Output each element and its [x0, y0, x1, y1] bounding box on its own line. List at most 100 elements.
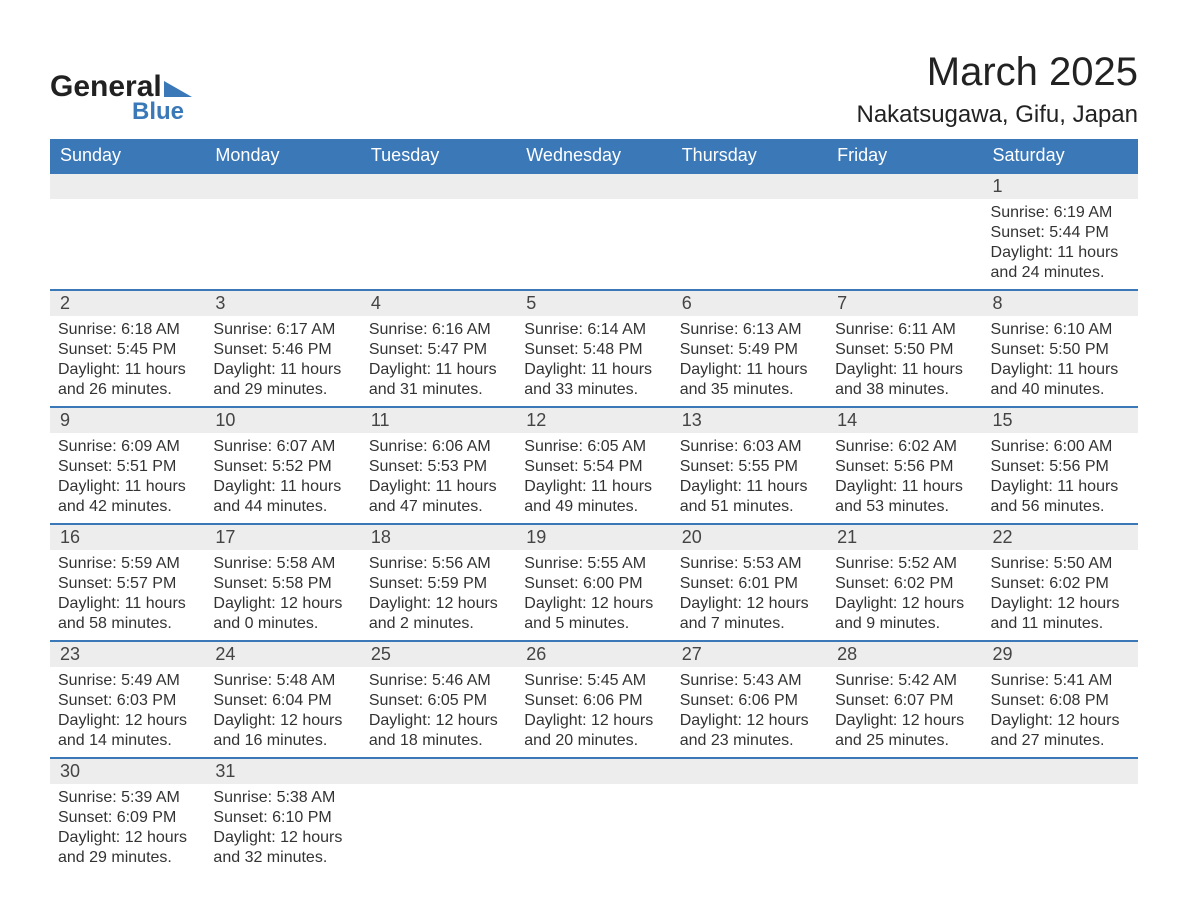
day-details: Sunrise: 5:59 AMSunset: 5:57 PMDaylight:… [50, 550, 205, 641]
day-details-row: Sunrise: 6:09 AMSunset: 5:51 PMDaylight:… [50, 433, 1138, 524]
day-number: 2 [50, 290, 205, 316]
empty-cell [361, 199, 516, 290]
day-number-row: 16171819202122 [50, 524, 1138, 550]
day-details: Sunrise: 5:56 AMSunset: 5:59 PMDaylight:… [361, 550, 516, 641]
day-number: 11 [361, 407, 516, 433]
day-details: Sunrise: 5:50 AMSunset: 6:02 PMDaylight:… [983, 550, 1138, 641]
weekday-header: Thursday [672, 139, 827, 173]
day-number: 7 [827, 290, 982, 316]
day-number: 6 [672, 290, 827, 316]
weekday-header: Friday [827, 139, 982, 173]
day-details: Sunrise: 6:19 AMSunset: 5:44 PMDaylight:… [983, 199, 1138, 290]
day-number-row: 3031 [50, 758, 1138, 784]
day-number: 23 [50, 641, 205, 667]
weekday-header: Tuesday [361, 139, 516, 173]
empty-cell [827, 784, 982, 874]
day-number-row: 2345678 [50, 290, 1138, 316]
day-details: Sunrise: 5:41 AMSunset: 6:08 PMDaylight:… [983, 667, 1138, 758]
day-number: 24 [205, 641, 360, 667]
day-number: 13 [672, 407, 827, 433]
day-number-row: 9101112131415 [50, 407, 1138, 433]
day-number: 20 [672, 524, 827, 550]
empty-cell [361, 784, 516, 874]
day-number: 27 [672, 641, 827, 667]
weekday-header: Saturday [983, 139, 1138, 173]
day-number: 4 [361, 290, 516, 316]
empty-cell [205, 199, 360, 290]
day-details: Sunrise: 6:18 AMSunset: 5:45 PMDaylight:… [50, 316, 205, 407]
day-details-row: Sunrise: 5:39 AMSunset: 6:09 PMDaylight:… [50, 784, 1138, 874]
day-details-row: Sunrise: 6:19 AMSunset: 5:44 PMDaylight:… [50, 199, 1138, 290]
empty-cell [827, 199, 982, 290]
day-number: 29 [983, 641, 1138, 667]
day-number: 15 [983, 407, 1138, 433]
day-number: 22 [983, 524, 1138, 550]
empty-cell [205, 173, 360, 199]
location: Nakatsugawa, Gifu, Japan [857, 101, 1139, 129]
day-details: Sunrise: 6:06 AMSunset: 5:53 PMDaylight:… [361, 433, 516, 524]
empty-cell [50, 173, 205, 199]
day-number: 10 [205, 407, 360, 433]
day-details: Sunrise: 6:00 AMSunset: 5:56 PMDaylight:… [983, 433, 1138, 524]
day-number: 16 [50, 524, 205, 550]
day-details: Sunrise: 5:49 AMSunset: 6:03 PMDaylight:… [50, 667, 205, 758]
empty-cell [361, 173, 516, 199]
day-details-row: Sunrise: 5:49 AMSunset: 6:03 PMDaylight:… [50, 667, 1138, 758]
day-details: Sunrise: 6:17 AMSunset: 5:46 PMDaylight:… [205, 316, 360, 407]
empty-cell [983, 758, 1138, 784]
empty-cell [516, 173, 671, 199]
day-number: 5 [516, 290, 671, 316]
day-number-row: 23242526272829 [50, 641, 1138, 667]
logo: General Blue [50, 70, 192, 126]
day-details: Sunrise: 6:16 AMSunset: 5:47 PMDaylight:… [361, 316, 516, 407]
empty-cell [516, 199, 671, 290]
empty-cell [983, 784, 1138, 874]
day-number: 9 [50, 407, 205, 433]
day-details: Sunrise: 6:10 AMSunset: 5:50 PMDaylight:… [983, 316, 1138, 407]
day-number-row: 1 [50, 173, 1138, 199]
day-number: 3 [205, 290, 360, 316]
weekday-header: Sunday [50, 139, 205, 173]
day-details: Sunrise: 5:39 AMSunset: 6:09 PMDaylight:… [50, 784, 205, 874]
day-details: Sunrise: 6:11 AMSunset: 5:50 PMDaylight:… [827, 316, 982, 407]
empty-cell [516, 784, 671, 874]
weekday-header-row: SundayMondayTuesdayWednesdayThursdayFrid… [50, 139, 1138, 173]
logo-secondary-text: Blue [132, 98, 184, 126]
day-details: Sunrise: 5:55 AMSunset: 6:00 PMDaylight:… [516, 550, 671, 641]
day-details: Sunrise: 6:09 AMSunset: 5:51 PMDaylight:… [50, 433, 205, 524]
empty-cell [516, 758, 671, 784]
day-details: Sunrise: 5:52 AMSunset: 6:02 PMDaylight:… [827, 550, 982, 641]
day-number: 30 [50, 758, 205, 784]
day-number: 8 [983, 290, 1138, 316]
day-number: 1 [983, 173, 1138, 199]
day-number: 12 [516, 407, 671, 433]
day-details: Sunrise: 5:58 AMSunset: 5:58 PMDaylight:… [205, 550, 360, 641]
day-number: 14 [827, 407, 982, 433]
day-details-row: Sunrise: 6:18 AMSunset: 5:45 PMDaylight:… [50, 316, 1138, 407]
day-details: Sunrise: 5:48 AMSunset: 6:04 PMDaylight:… [205, 667, 360, 758]
day-details: Sunrise: 5:42 AMSunset: 6:07 PMDaylight:… [827, 667, 982, 758]
day-details: Sunrise: 6:03 AMSunset: 5:55 PMDaylight:… [672, 433, 827, 524]
logo-flag-icon [164, 77, 192, 97]
day-details: Sunrise: 6:13 AMSunset: 5:49 PMDaylight:… [672, 316, 827, 407]
header: General Blue March 2025 Nakatsugawa, Gif… [50, 50, 1138, 129]
day-number: 17 [205, 524, 360, 550]
empty-cell [827, 173, 982, 199]
empty-cell [672, 173, 827, 199]
day-number: 18 [361, 524, 516, 550]
day-details: Sunrise: 6:05 AMSunset: 5:54 PMDaylight:… [516, 433, 671, 524]
empty-cell [827, 758, 982, 784]
day-number: 31 [205, 758, 360, 784]
day-number: 28 [827, 641, 982, 667]
weekday-header: Monday [205, 139, 360, 173]
title-block: March 2025 Nakatsugawa, Gifu, Japan [857, 50, 1139, 129]
day-number: 21 [827, 524, 982, 550]
empty-cell [672, 758, 827, 784]
weekday-header: Wednesday [516, 139, 671, 173]
empty-cell [50, 199, 205, 290]
day-number: 25 [361, 641, 516, 667]
day-details: Sunrise: 6:02 AMSunset: 5:56 PMDaylight:… [827, 433, 982, 524]
day-details: Sunrise: 5:45 AMSunset: 6:06 PMDaylight:… [516, 667, 671, 758]
day-details-row: Sunrise: 5:59 AMSunset: 5:57 PMDaylight:… [50, 550, 1138, 641]
empty-cell [672, 199, 827, 290]
